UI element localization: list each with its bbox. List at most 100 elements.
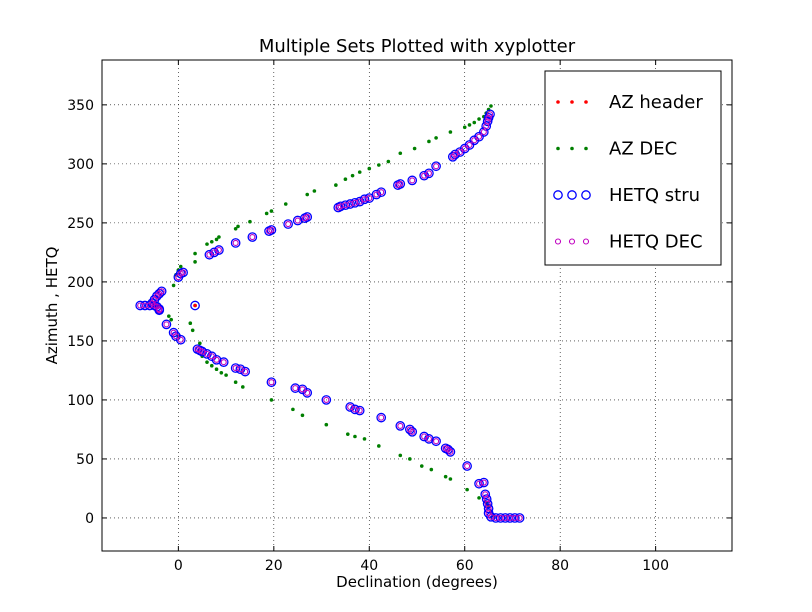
data-point [398, 151, 403, 156]
data-point [137, 302, 144, 309]
data-point [485, 109, 495, 120]
data-point [268, 379, 275, 386]
data-point [180, 269, 187, 276]
legend: AZ header AZ DEC HETQ stru HETQ DEC [544, 70, 722, 266]
data-point [294, 217, 301, 224]
data-point [495, 513, 506, 523]
legend-entry: AZ header [556, 92, 703, 113]
y-tick-label: 150 [67, 334, 94, 350]
data-point [490, 513, 501, 523]
x-tick-label: 60 [456, 558, 474, 574]
data-point [442, 445, 449, 452]
x-tick-label: 20 [265, 558, 283, 574]
y-axis-label: Azimuth , HETQ [43, 247, 61, 365]
data-point [208, 353, 215, 360]
data-point [425, 435, 432, 442]
data-point [467, 123, 472, 127]
data-point [419, 464, 424, 468]
data-point [343, 177, 348, 182]
y-tick-label: 250 [67, 216, 94, 232]
data-point [340, 200, 351, 211]
data-point [477, 117, 481, 121]
legend-marker [553, 190, 563, 200]
data-point [350, 173, 355, 178]
data-point [480, 128, 487, 136]
data-point [482, 498, 493, 509]
data-point [386, 159, 391, 164]
legend-marker [567, 190, 577, 200]
data-point [285, 221, 292, 228]
data-point [193, 303, 197, 308]
x-tick-label: 80 [551, 558, 569, 574]
data-point [408, 457, 412, 461]
data-point [366, 195, 373, 202]
data-point [178, 264, 183, 269]
data-point [224, 373, 228, 377]
legend-marker [568, 238, 576, 245]
data-point [206, 251, 213, 258]
data-point [377, 444, 381, 448]
data-point [209, 363, 214, 368]
data-point [484, 118, 491, 125]
data-point [324, 422, 329, 427]
data-point [353, 434, 357, 439]
x-tick-label: 40 [360, 558, 378, 574]
legend-marker [584, 100, 588, 104]
data-point [230, 363, 241, 373]
series-hetq-dec [137, 111, 523, 522]
legend-marker [581, 190, 591, 200]
data-point [215, 246, 222, 254]
data-point [292, 385, 299, 392]
data-point [425, 170, 432, 177]
data-point [220, 359, 227, 366]
data-point [475, 480, 483, 487]
data-point [345, 199, 356, 209]
data-point [334, 183, 338, 187]
data-point [213, 356, 220, 363]
data-point [217, 235, 221, 239]
data-point [505, 513, 515, 523]
data-point [443, 474, 448, 479]
data-point [209, 239, 214, 244]
data-point [477, 496, 481, 500]
data-point [462, 125, 467, 130]
data-point [373, 191, 380, 198]
data-point [269, 209, 274, 213]
data-point [230, 238, 241, 248]
legend-label: AZ header [609, 92, 703, 113]
data-point [448, 477, 453, 481]
data-point [211, 249, 218, 256]
data-point [452, 151, 459, 158]
data-point [367, 166, 372, 171]
data-point [323, 396, 330, 403]
legend-label: AZ DEC [609, 139, 677, 160]
data-point [283, 219, 293, 229]
data-point [475, 133, 483, 140]
data-point [219, 370, 224, 375]
data-point [397, 422, 404, 429]
y-tick-label: 200 [67, 275, 94, 291]
data-point [483, 503, 494, 514]
data-point [177, 336, 184, 343]
data-point [214, 367, 219, 372]
legend-marker [554, 238, 562, 245]
data-point [203, 350, 211, 357]
data-point [351, 406, 359, 413]
data-point [161, 319, 172, 330]
data-point [297, 384, 308, 395]
grid [102, 60, 732, 551]
data-point [232, 365, 239, 372]
x-tick-label: 0 [174, 558, 183, 574]
data-point [171, 283, 176, 288]
legend-label: HETQ stru [609, 185, 700, 206]
data-point [198, 341, 202, 346]
data-point [291, 407, 295, 412]
legend-entry: HETQ stru [553, 185, 700, 206]
legend-marker [570, 100, 574, 104]
data-point [485, 114, 492, 121]
data-point [481, 494, 492, 504]
data-point [304, 389, 311, 396]
data-point [462, 461, 472, 471]
data-point [434, 136, 438, 140]
data-point [190, 300, 200, 311]
